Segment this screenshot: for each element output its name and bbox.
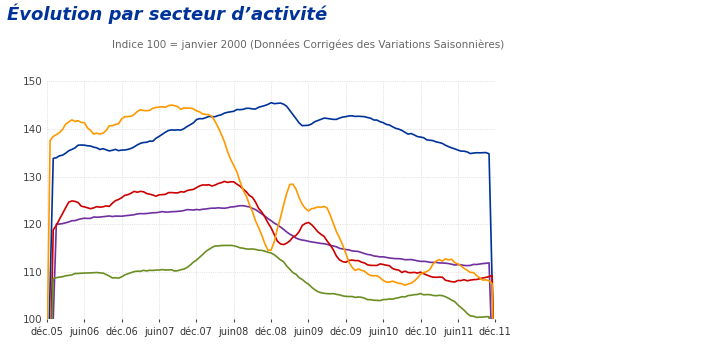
Text: Évolution par secteur d’activité: Évolution par secteur d’activité [7,4,328,24]
Text: Indice 100 = janvier 2000 (Données Corrigées des Variations Saisonnières): Indice 100 = janvier 2000 (Données Corri… [112,40,505,50]
